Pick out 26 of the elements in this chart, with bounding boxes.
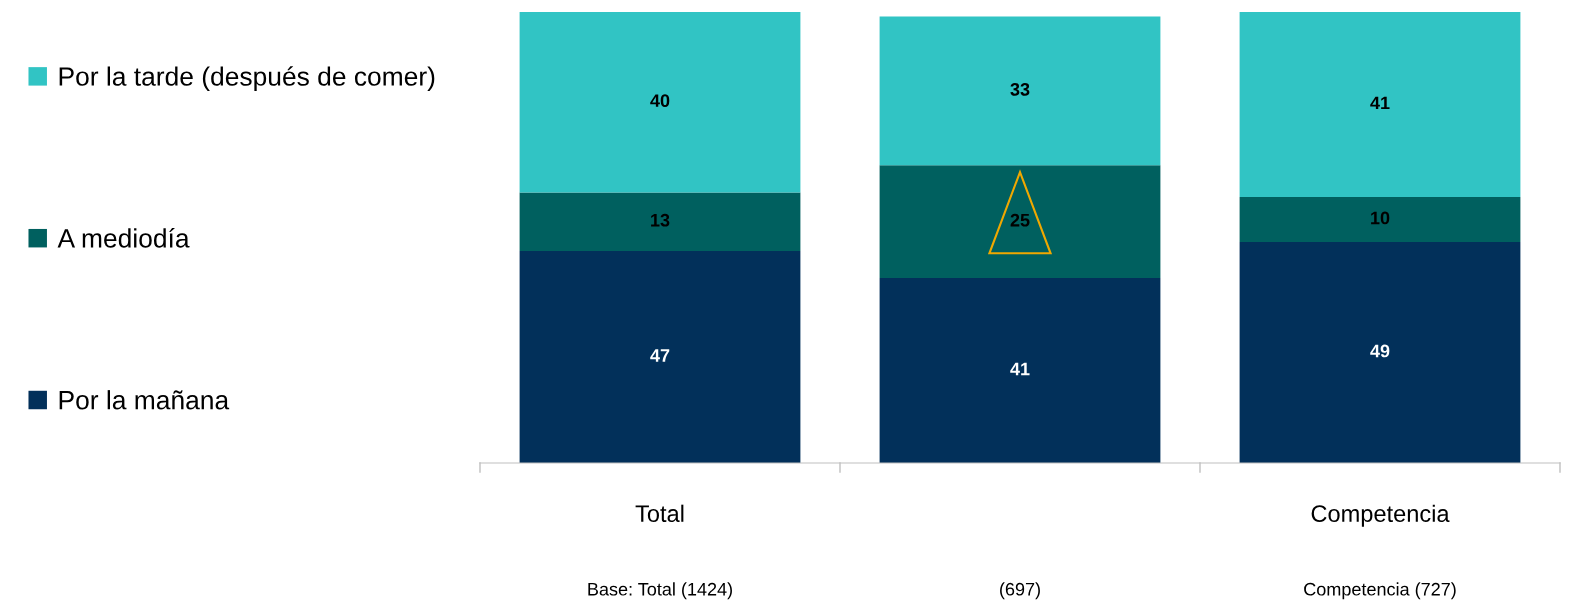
data-label: 40 <box>650 94 670 108</box>
data-label: 25 <box>1010 213 1030 227</box>
data-label: 10 <box>1371 211 1390 225</box>
data-label: 33 <box>1010 82 1030 96</box>
bar <box>1239 196 1521 243</box>
data-label: 41 <box>1010 362 1030 376</box>
bar <box>1239 12 1521 197</box>
bar <box>879 16 1161 166</box>
legend-label: A mediodía <box>57 227 190 248</box>
x-tick-label: Total <box>635 504 684 523</box>
text: (697) <box>1000 582 1040 600</box>
text: Competencia (727) <box>1304 582 1456 600</box>
bar <box>879 278 1161 463</box>
data-label: 49 <box>1370 344 1390 358</box>
x-tick-label: Competencia <box>1311 504 1450 527</box>
legend-label: Por la mañana <box>59 390 230 410</box>
bar <box>1239 242 1521 463</box>
data-label: 47 <box>650 349 670 362</box>
text: Base: Total (1424) <box>588 582 732 600</box>
legend-label: Por la tarde (después de comer) <box>59 66 435 92</box>
bar <box>519 12 801 193</box>
bar <box>519 251 801 463</box>
bar <box>519 192 801 252</box>
data-label: 41 <box>1370 96 1390 110</box>
data-label: 13 <box>651 213 670 227</box>
bar <box>879 165 1161 279</box>
